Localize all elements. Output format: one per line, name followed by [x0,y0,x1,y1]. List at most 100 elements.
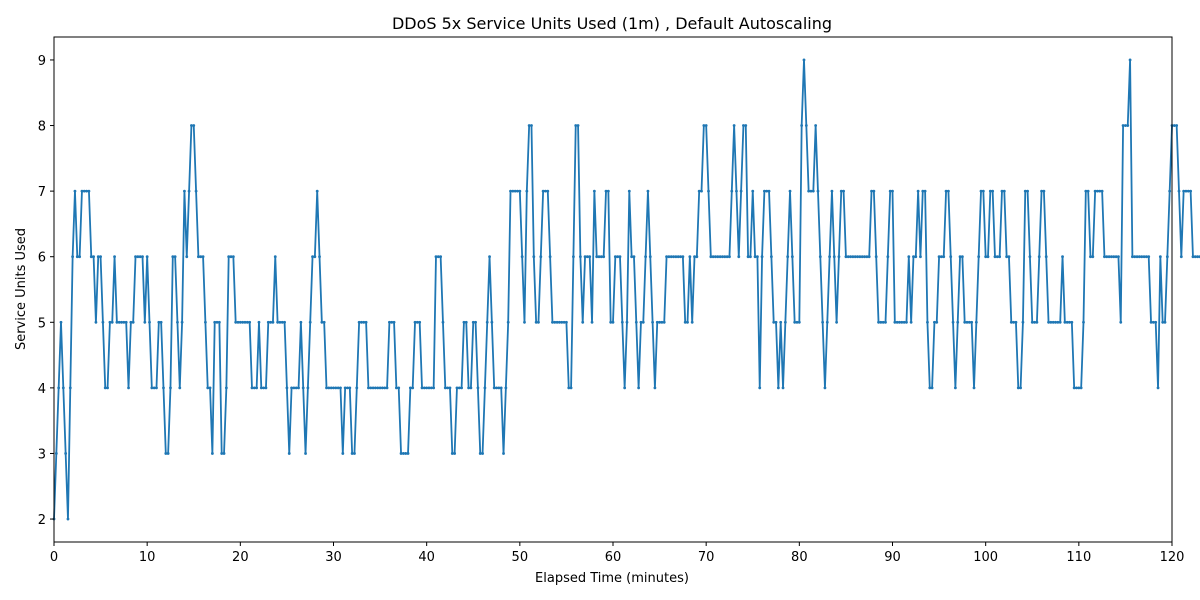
data-point [786,255,790,259]
data-point [183,189,186,193]
data-point [993,255,997,259]
data-point [926,320,929,324]
data-point [590,320,594,324]
data-point [634,320,638,324]
data-point [299,320,303,324]
data-point [390,320,394,324]
data-point [800,124,804,127]
data-point [956,320,960,324]
data-point [1012,320,1016,324]
data-point [569,386,573,390]
y-tick-label: 5 [38,316,46,331]
data-point [155,386,158,390]
data-point [166,452,170,455]
data-point [746,255,750,259]
data-point [1112,255,1116,259]
data-point [217,320,221,324]
data-point [176,320,179,324]
data-point [1196,255,1200,259]
data-point [301,386,305,390]
data-point [902,320,906,324]
data-point [180,320,184,324]
data-point [1191,255,1195,259]
data-point [1151,320,1155,324]
data-point [681,255,685,259]
data-point [953,386,957,390]
data-point [1084,189,1088,193]
data-point [790,255,794,259]
data-point [772,320,776,324]
data-point [646,189,650,193]
data-point [844,255,848,259]
data-point [744,124,748,127]
data-point [113,255,116,259]
data-point [651,320,654,324]
data-point [856,255,859,259]
data-point [756,255,759,259]
data-point [131,320,135,324]
data-point [136,255,140,259]
data-point [916,189,920,193]
data-point [588,255,592,259]
data-point [523,320,526,324]
data-point [57,386,61,390]
data-point [173,255,177,259]
data-point [874,255,878,259]
data-point [285,386,289,390]
data-point [278,320,282,324]
data-point [658,320,661,324]
data-point [1107,255,1111,259]
data-point [252,386,256,390]
data-point [346,386,349,390]
data-point [478,452,482,455]
data-point [78,255,82,259]
data-point [518,189,522,193]
data-point [89,255,93,259]
plot-area [52,58,1200,521]
data-point [781,386,785,390]
data-point [124,320,128,324]
data-point [944,189,948,193]
data-point [1030,320,1034,324]
data-point [921,189,925,193]
data-point [360,320,363,324]
data-point [795,320,799,324]
data-point [602,255,606,259]
data-point [716,255,720,259]
data-point [527,124,531,127]
data-point [304,452,307,455]
data-point [178,386,182,390]
data-point [334,386,338,390]
data-point [224,386,228,390]
data-point [742,124,745,127]
data-point [618,255,622,259]
data-point [898,320,901,324]
data-point [676,255,680,259]
data-point [697,189,701,193]
data-point [1023,189,1027,193]
data-point [595,255,599,259]
data-point [923,189,927,193]
data-point [415,320,419,324]
data-point [439,255,443,259]
data-point [1077,386,1081,390]
data-point [502,452,505,455]
data-point [912,255,915,259]
data-point [1063,320,1067,324]
data-point [215,320,219,324]
data-point [143,320,147,324]
data-point [553,320,557,324]
data-point [1056,320,1060,324]
data-point [613,255,617,259]
data-point [460,386,463,390]
data-point [700,189,703,193]
data-point [967,320,971,324]
data-point [604,189,608,193]
data-point [397,386,401,390]
data-point [369,386,373,390]
data-point [483,386,487,390]
data-point [280,320,284,324]
data-point [783,320,787,324]
data-point [115,320,119,324]
data-point [832,255,836,259]
